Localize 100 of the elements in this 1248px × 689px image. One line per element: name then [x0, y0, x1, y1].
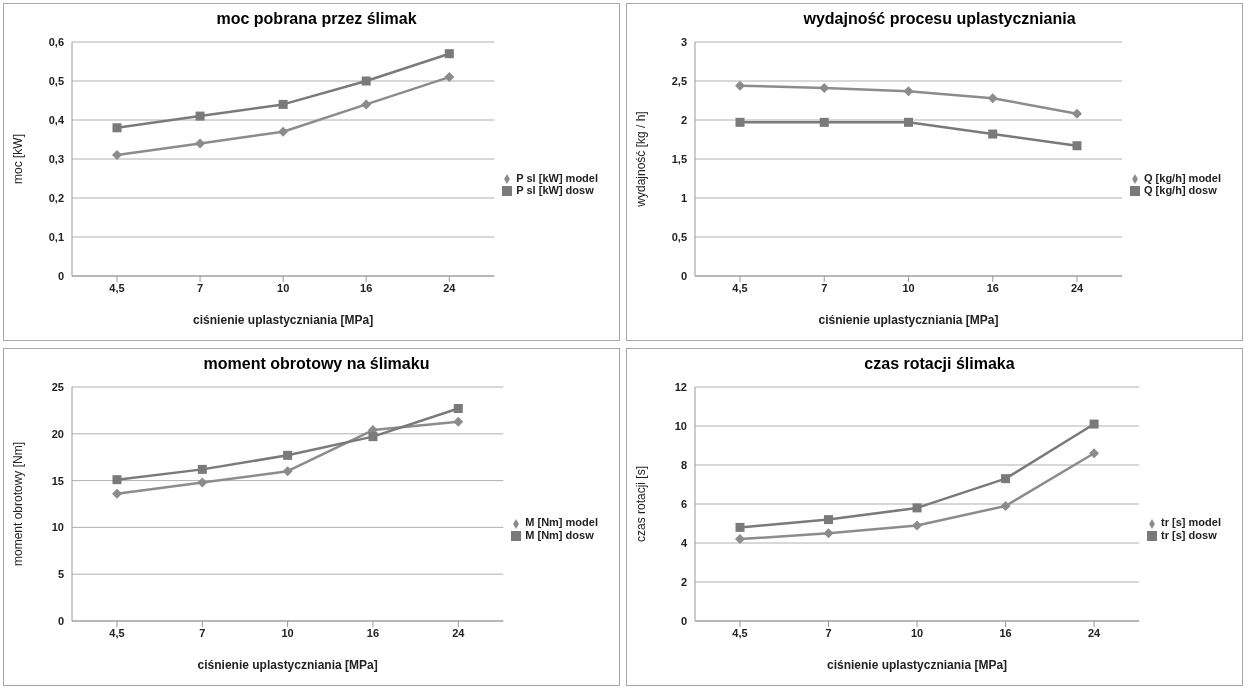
y-tick-label: 0,6 [48, 35, 64, 48]
y-tick-label: 0 [680, 269, 687, 282]
point [112, 474, 122, 484]
x-tick-label: 10 [910, 626, 924, 639]
y-tick-label: 0 [57, 614, 64, 627]
x-tick-label: 16 [999, 626, 1012, 639]
y-tick-label: 0 [680, 614, 687, 627]
chart-title: wydajność procesu uplastyczniania [802, 9, 1077, 29]
legend-label: P sl [kW] model [516, 171, 598, 184]
point [197, 476, 208, 487]
y-tick-label: 6 [680, 497, 687, 510]
y-axis-title: moment obrotowy [Nm] [11, 441, 26, 566]
legend-label: P sl [kW] dosw [516, 184, 594, 196]
y-tick-label: 2,5 [671, 74, 687, 87]
point [278, 99, 288, 109]
x-tick-label: 24 [1070, 281, 1084, 294]
point [1072, 108, 1082, 119]
x-tick-label: 7 [821, 281, 828, 294]
y-axis-title: wydajność [kg / h] [634, 111, 649, 208]
y-tick-label: 0,4 [48, 113, 65, 126]
point [453, 416, 464, 427]
x-axis-title: ciśnienie uplastyczniania [MPa] [193, 313, 374, 327]
x-tick-label: 4,5 [109, 281, 125, 294]
x-axis-title: ciśnienie uplastyczniania [MPa] [827, 657, 1008, 672]
x-tick-label: 7 [197, 281, 204, 294]
x-axis-title: ciśnienie uplastyczniania [MPa] [818, 313, 999, 327]
y-tick-label: 10 [51, 520, 64, 533]
y-tick-label: 3 [680, 35, 687, 48]
point [735, 117, 745, 127]
point [735, 80, 745, 91]
y-tick-label: 0,3 [48, 152, 64, 165]
legend-label: M [Nm] dosw [525, 528, 594, 541]
y-tick-label: 0,5 [671, 230, 687, 243]
chart-title: czas rotacji ślimaka [863, 353, 1016, 374]
x-tick-label: 7 [199, 626, 206, 639]
legend-label: Q [kg/h] dosw [1144, 184, 1217, 196]
point [361, 99, 372, 110]
point [912, 519, 923, 530]
y-tick-label: 8 [680, 458, 687, 471]
legend-label: M [Nm] model [525, 516, 598, 529]
point [912, 502, 922, 512]
legend-label: tr [s] model [1161, 516, 1221, 529]
point [987, 93, 998, 104]
x-tick-label: 24 [443, 281, 457, 294]
point [904, 117, 913, 127]
point [112, 488, 122, 499]
y-axis-title: moc [kW] [11, 134, 26, 184]
y-tick-label: 0,5 [48, 74, 64, 87]
y-tick-label: 0,1 [48, 230, 64, 243]
x-tick-label: 16 [360, 281, 373, 294]
x-tick-label: 7 [825, 626, 832, 639]
point [819, 117, 829, 127]
y-tick-label: 10 [674, 419, 687, 432]
x-axis-title: ciśnienie uplastyczniania [MPa] [197, 657, 378, 672]
point [1072, 141, 1082, 151]
y-tick-label: 5 [57, 567, 64, 580]
x-tick-label: 16 [986, 281, 999, 294]
point [453, 403, 463, 413]
point [903, 86, 914, 97]
point [1001, 473, 1011, 483]
y-tick-label: 20 [51, 427, 64, 440]
point [823, 527, 834, 538]
point [824, 514, 834, 524]
x-tick-label: 10 [902, 281, 915, 294]
point [368, 431, 378, 441]
point [197, 464, 207, 474]
point [283, 450, 293, 460]
y-tick-label: 1 [680, 191, 687, 204]
point [1000, 500, 1011, 511]
x-tick-label: 16 [366, 626, 380, 639]
point [112, 123, 122, 133]
y-axis-title: czas rotacji [s] [634, 465, 649, 542]
y-tick-label: 15 [51, 474, 64, 487]
point [278, 126, 289, 137]
x-tick-label: 4,5 [732, 281, 748, 294]
x-tick-label: 24 [452, 626, 466, 639]
point [735, 533, 745, 544]
point [195, 138, 206, 149]
point [282, 465, 293, 476]
y-tick-label: 0 [57, 269, 64, 282]
y-tick-label: 0,2 [48, 191, 64, 204]
x-tick-label: 4,5 [732, 626, 748, 639]
chart-title: moc pobrana przez ślimak [215, 9, 418, 29]
chart-title: moment obrotowy na ślimaku [202, 353, 431, 374]
legend-label: tr [s] dosw [1161, 528, 1217, 541]
y-tick-label: 4 [680, 536, 688, 549]
y-tick-label: 1,5 [671, 152, 687, 165]
x-tick-label: 4,5 [109, 626, 125, 639]
point [195, 111, 205, 121]
x-tick-label: 24 [1087, 626, 1102, 639]
point [361, 76, 371, 86]
point [1089, 419, 1099, 429]
y-tick-label: 2 [680, 113, 687, 126]
legend-label: Q [kg/h] model [1144, 171, 1221, 184]
y-tick-label: 2 [680, 575, 687, 588]
point [988, 129, 998, 139]
point [444, 72, 455, 83]
point [735, 522, 745, 532]
x-tick-label: 10 [277, 281, 290, 294]
y-tick-label: 25 [51, 380, 64, 393]
